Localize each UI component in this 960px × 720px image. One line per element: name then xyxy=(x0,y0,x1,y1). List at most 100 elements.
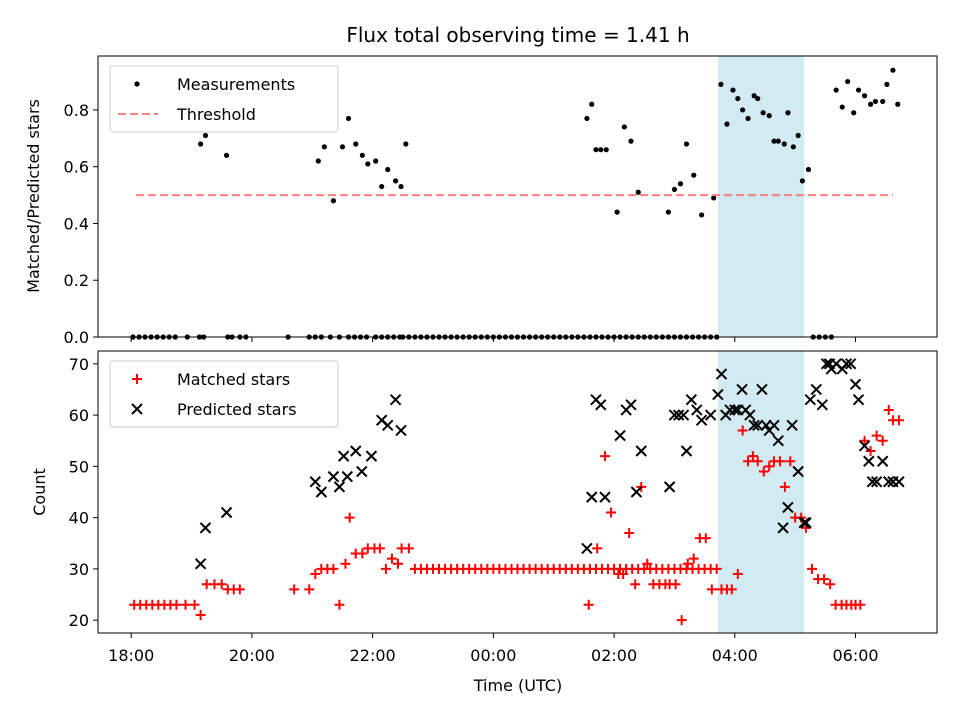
data-point xyxy=(849,378,862,391)
y-tick-label: 20 xyxy=(69,611,89,630)
data-point xyxy=(624,528,635,539)
data-point xyxy=(309,476,322,488)
data-point xyxy=(599,491,611,503)
data-point xyxy=(743,456,754,467)
data-point xyxy=(810,383,822,396)
data-point xyxy=(198,141,204,147)
data-point xyxy=(682,558,693,569)
series-predicted-stars xyxy=(194,358,905,570)
data-point xyxy=(795,132,801,139)
count-panel: 20 30 40 50 60 70 18:00 20:00 22:00 00:00 02:00 04:… xyxy=(69,350,938,665)
data-point xyxy=(581,542,593,555)
data-point xyxy=(755,95,761,102)
data-point xyxy=(677,181,684,187)
data-point xyxy=(380,563,391,574)
data-point xyxy=(365,450,378,462)
data-point xyxy=(304,584,315,595)
data-point xyxy=(800,517,812,529)
data-point xyxy=(385,166,391,173)
data-point xyxy=(729,404,741,416)
data-point xyxy=(334,599,345,610)
data-point xyxy=(691,404,703,416)
data-point xyxy=(781,141,787,147)
highlight-span xyxy=(717,56,805,337)
data-point xyxy=(863,455,875,467)
data-point xyxy=(195,610,206,621)
data-point xyxy=(700,533,711,544)
data-point xyxy=(194,558,207,570)
y-axis-label-ratio: Matched/Predicted stars xyxy=(24,99,43,293)
x-tick-label: 04:00 xyxy=(712,646,758,665)
data-point xyxy=(340,558,351,569)
data-point xyxy=(670,579,681,590)
data-point xyxy=(668,409,681,421)
data-point xyxy=(382,419,394,432)
data-point xyxy=(625,399,637,411)
data-point xyxy=(642,558,653,569)
data-point xyxy=(586,491,598,503)
data-point xyxy=(870,476,883,488)
x-tick-label: 06:00 xyxy=(832,646,878,665)
data-point xyxy=(704,409,717,421)
y-tick-label: 0.4 xyxy=(64,214,89,233)
data-point xyxy=(895,101,901,107)
data-point xyxy=(341,470,353,483)
x-tick-label: 02:00 xyxy=(591,646,637,665)
y-tick-label: 30 xyxy=(69,560,89,579)
data-point xyxy=(782,501,794,514)
data-point xyxy=(603,147,609,153)
data-point xyxy=(598,147,604,153)
data-point xyxy=(766,113,772,119)
data-point xyxy=(583,599,594,610)
legend-swatch xyxy=(131,403,143,415)
data-point xyxy=(365,161,371,167)
legend-label: Measurements xyxy=(177,75,295,94)
data-point xyxy=(825,579,836,590)
data-point xyxy=(740,107,746,113)
data-point xyxy=(202,132,209,139)
data-point xyxy=(676,615,687,626)
data-point xyxy=(614,429,626,442)
data-point xyxy=(779,481,790,492)
data-point xyxy=(833,87,839,93)
data-point xyxy=(216,579,227,590)
y-tick-label: 50 xyxy=(69,457,89,476)
data-point xyxy=(752,456,763,467)
data-point xyxy=(805,166,812,173)
data-point xyxy=(775,138,781,144)
data-point xyxy=(353,141,359,147)
data-point xyxy=(735,95,741,102)
data-point xyxy=(618,569,629,580)
data-point xyxy=(775,456,786,467)
data-point xyxy=(220,506,233,519)
y-tick-label: 0.2 xyxy=(64,271,89,290)
data-point xyxy=(760,110,766,116)
data-point xyxy=(223,152,230,158)
data-point xyxy=(374,543,385,554)
y-tick-label: 0.0 xyxy=(64,328,89,347)
y-tick-label: 60 xyxy=(69,406,89,425)
data-point xyxy=(635,189,641,195)
data-point xyxy=(327,470,340,483)
data-point xyxy=(695,414,708,426)
data-point xyxy=(852,394,865,406)
data-point xyxy=(798,517,810,529)
data-point xyxy=(819,574,830,585)
data-point xyxy=(403,543,414,554)
data-point xyxy=(764,461,775,472)
data-point xyxy=(752,419,764,432)
data-point xyxy=(357,548,368,559)
data-point xyxy=(893,415,904,426)
data-point xyxy=(665,209,671,215)
data-point xyxy=(614,209,620,215)
data-point xyxy=(395,424,407,437)
data-point xyxy=(844,358,857,370)
data-point xyxy=(677,409,690,421)
data-point xyxy=(711,563,722,574)
data-point xyxy=(315,158,321,164)
data-point xyxy=(595,399,607,411)
data-point xyxy=(777,522,789,534)
data-point xyxy=(600,451,611,462)
data-point xyxy=(792,465,804,478)
